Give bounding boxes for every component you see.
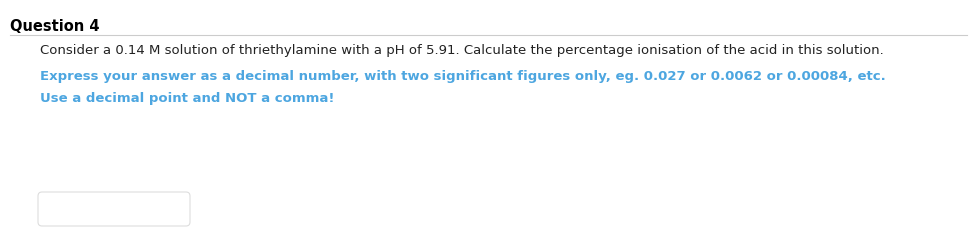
Text: Consider a 0.14 M solution of thriethylamine with a pH of 5.91. Calculate the pe: Consider a 0.14 M solution of thriethyla…: [40, 44, 884, 57]
Text: Use a decimal point and NOT a comma!: Use a decimal point and NOT a comma!: [40, 92, 334, 105]
Text: Express your answer as a decimal number, with two significant figures only, eg. : Express your answer as a decimal number,…: [40, 70, 886, 83]
FancyBboxPatch shape: [38, 192, 190, 226]
Text: Question 4: Question 4: [10, 19, 100, 34]
